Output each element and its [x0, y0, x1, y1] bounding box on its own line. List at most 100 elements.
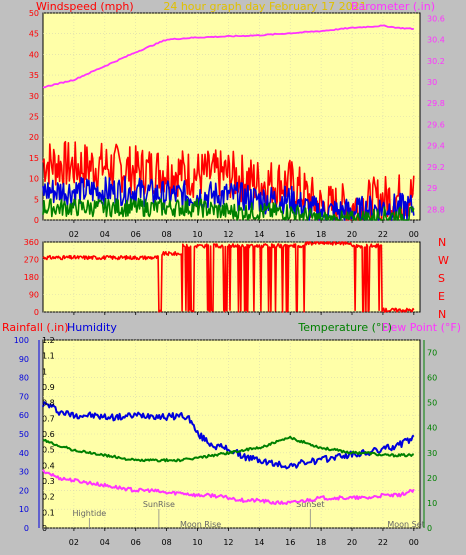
wind-xtick-label: 00 — [409, 230, 419, 239]
humidity-series — [42, 401, 415, 470]
rainfall-ytick-label-right: 0.6 — [42, 430, 55, 439]
wind-xtick-label: 02 — [69, 230, 79, 239]
wind-ytick-label: 0 — [34, 216, 39, 225]
direction-ytick-label: 180 — [24, 273, 39, 282]
temperature-ytick-label-right: 30 — [427, 449, 437, 458]
rainfall-ytick-label-right: 0.3 — [42, 477, 55, 486]
barometer-ytick-label-right: 30 — [427, 78, 437, 87]
humidity-axis-title: Humidity — [67, 321, 117, 334]
wind-xtick-label: 18 — [316, 230, 326, 239]
wind-xtick-label: 04 — [100, 230, 110, 239]
rain-humidity-xtick-label: 02 — [69, 538, 79, 547]
annotation-label: Moon Rise — [180, 520, 221, 529]
compass-label: W — [438, 254, 449, 267]
rainfall-ytick-label-right: 1.1 — [42, 352, 55, 361]
wind-xtick-label: 16 — [285, 230, 295, 239]
barometer-ytick-label-right: 30.4 — [427, 36, 445, 45]
rainfall-ytick-label-right: 0.9 — [42, 383, 55, 392]
wind-xtick-label: 08 — [162, 230, 172, 239]
compass-label: N — [438, 308, 446, 321]
wind-ytick-label: 50 — [29, 9, 39, 18]
wind-xtick-label: 14 — [254, 230, 264, 239]
rainfall-ytick-label-right: 0.2 — [42, 493, 55, 502]
rain-humidity-xtick-label: 14 — [254, 538, 264, 547]
wind-ytick-label: 10 — [29, 175, 39, 184]
wind-ytick-label: 15 — [29, 154, 39, 163]
humidity-ytick-label: 100 — [14, 336, 29, 345]
humidity-ytick-label: 20 — [19, 486, 29, 495]
compass-label: N — [438, 236, 446, 249]
wind-ytick-label: 35 — [29, 71, 39, 80]
temperature-ytick-label-right: 70 — [427, 349, 437, 358]
temperature-axis-title: Temperature (°F) — [297, 321, 392, 334]
rainfall-ytick-label-right: 1.2 — [42, 336, 55, 345]
barometer-ytick-label-right: 29 — [427, 184, 437, 193]
rainfall-ytick-label-right: 0.8 — [42, 399, 55, 408]
humidity-ytick-label: 10 — [19, 505, 29, 514]
rain-humidity-xtick-label: 08 — [162, 538, 172, 547]
barometer-ytick-label-right: 30.2 — [427, 57, 445, 66]
rain-humidity-xtick-label: 18 — [316, 538, 326, 547]
wind-xtick-label: 20 — [347, 230, 357, 239]
wind-ytick-label: 5 — [34, 195, 39, 204]
humidity-ytick-label: 80 — [19, 374, 29, 383]
barometer-ytick-label-right: 29.2 — [427, 163, 445, 172]
barometer-ytick-label-right: 29.4 — [427, 142, 445, 151]
annotation-label: SunRise — [143, 500, 175, 509]
rain-humidity-xtick-label: 12 — [223, 538, 233, 547]
windspeed-axis-title: Windspeed (mph) — [36, 0, 134, 13]
wind-xtick-label: 06 — [131, 230, 141, 239]
rainfall-axis-title: Rainfall (.in) — [2, 321, 69, 334]
annotation-label: Moon Set — [387, 520, 424, 529]
wind-xtick-label: 12 — [223, 230, 233, 239]
rain-humidity-xtick-label: 06 — [131, 538, 141, 547]
temperature-ytick-label-right: 10 — [427, 499, 437, 508]
rainfall-ytick-label-right: 1 — [42, 367, 47, 376]
temperature-ytick-label-right: 40 — [427, 424, 437, 433]
barometer-ytick-label-right: 30.6 — [427, 14, 445, 23]
barometer-axis-title: Barometer (.in) — [351, 0, 435, 13]
wind-ytick-label: 40 — [29, 50, 39, 59]
direction-ytick-label: 0 — [34, 308, 39, 317]
wind-ytick-label: 30 — [29, 92, 39, 101]
humidity-ytick-label: 0 — [24, 524, 29, 533]
dewpoint-series — [42, 469, 415, 506]
wind-direction-series — [42, 241, 415, 313]
rainfall-ytick-label-right: 0.1 — [42, 508, 55, 517]
graph-title: 24 hour graph day February 17 2021 — [163, 0, 366, 13]
humidity-ytick-label: 50 — [19, 430, 29, 439]
direction-ytick-label: 90 — [29, 291, 39, 300]
rain-humidity-xtick-label: 04 — [100, 538, 110, 547]
compass-label: S — [438, 272, 445, 285]
wind-xtick-label: 22 — [378, 230, 388, 239]
rainfall-ytick-label-right: 0.7 — [42, 414, 55, 423]
rain-humidity-xtick-label: 16 — [285, 538, 295, 547]
rain-humidity-xtick-label: 20 — [347, 538, 357, 547]
rainfall-ytick-label-right: 0.5 — [42, 446, 55, 455]
annotation-label: Hightide — [72, 509, 106, 518]
rain-humidity-xtick-label: 22 — [378, 538, 388, 547]
wind-ytick-label: 45 — [29, 30, 39, 39]
wind-xtick-label: 10 — [192, 230, 202, 239]
direction-ytick-label: 270 — [24, 256, 39, 265]
barometer-ytick-label-right: 28.8 — [427, 205, 445, 214]
rain-humidity-xtick-label: 10 — [192, 538, 202, 547]
rainfall-ytick-label-right: 0 — [42, 524, 47, 533]
direction-panel — [42, 241, 421, 313]
annotation-label: SunSet — [296, 500, 324, 509]
rainfall-ytick-label-right: 0.4 — [42, 461, 55, 470]
humidity-ytick-label: 60 — [19, 411, 29, 420]
humidity-ytick-label: 40 — [19, 449, 29, 458]
wind-ytick-label: 25 — [29, 113, 39, 122]
humidity-ytick-label: 30 — [19, 468, 29, 477]
barometer-ytick-label-right: 29.6 — [427, 120, 445, 129]
wind-low-series — [42, 197, 415, 221]
temperature-series — [42, 435, 414, 463]
dewpoint-axis-title: Dew Point (°F) — [382, 321, 461, 334]
humidity-ytick-label: 90 — [19, 355, 29, 364]
direction-ytick-label: 360 — [24, 238, 39, 247]
temperature-ytick-label-right: 50 — [427, 399, 437, 408]
temperature-ytick-label-right: 0 — [427, 524, 432, 533]
